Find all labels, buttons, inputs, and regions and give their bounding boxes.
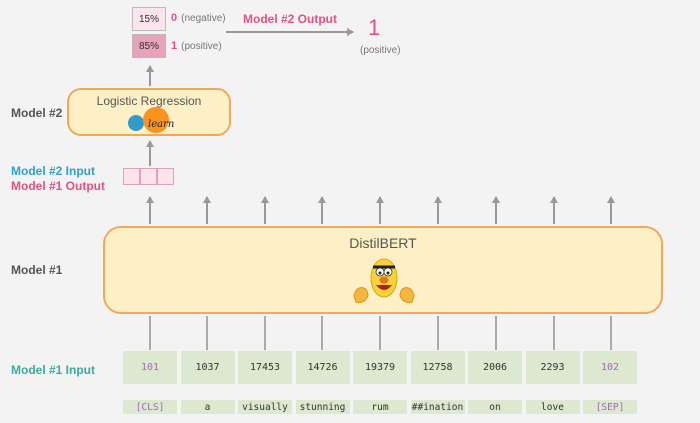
bert-output-arrows (146, 196, 615, 224)
token-word: stunning (295, 400, 350, 414)
token-id: 19379 (353, 351, 407, 384)
token-id-row: 101 1037 17453 14726 19379 12758 2006 22… (123, 351, 637, 384)
token-word: rum (353, 400, 407, 414)
embedding-vector (123, 168, 174, 185)
token-word: [SEP] (583, 400, 637, 414)
model1-label: Model #1 (11, 263, 63, 277)
positive-probability: 85% (132, 34, 166, 58)
model2-input-label: Model #2 Input (11, 164, 95, 178)
token-word: visually (238, 400, 292, 414)
model1-input-label: Model #1 Input (11, 363, 95, 377)
token-id: 17453 (238, 351, 292, 384)
vector-cell (140, 168, 157, 185)
bert-character-icon (353, 258, 415, 303)
token-id: 2006 (468, 351, 522, 384)
token-id: 101 (123, 351, 177, 384)
token-id: 12758 (410, 351, 465, 384)
final-prediction-label: (positive) (360, 45, 401, 56)
logistic-regression-title: Logistic Regression (96, 94, 202, 108)
token-word: [CLS] (123, 400, 177, 414)
model2-output-label: Model #2 Output (243, 12, 337, 26)
vector-cell (123, 168, 140, 185)
final-prediction-value: 1 (368, 15, 381, 40)
token-word: on (468, 400, 522, 414)
token-word: love (525, 400, 580, 414)
token-id: 1037 (180, 351, 235, 384)
positive-class: 1 (positive) (171, 40, 222, 52)
model2-label: Model #2 (11, 106, 63, 120)
positive-class-value: 1 (171, 40, 178, 52)
token-id: 102 (583, 351, 637, 384)
negative-probability: 15% (132, 7, 166, 31)
positive-class-label: (positive) (181, 41, 222, 52)
token-id: 2293 (525, 351, 580, 384)
token-input-lines (149, 316, 612, 350)
token-word: ##ination (410, 400, 465, 414)
sklearn-logo-icon: learn (128, 107, 174, 133)
vector-cell (157, 168, 174, 185)
sklearn-logo-text: learn (148, 119, 174, 130)
model1-output-label: Model #1 Output (11, 179, 105, 193)
token-word-row: [CLS] a visually stunning rum ##ination … (123, 400, 637, 414)
token-id: 14726 (295, 351, 350, 384)
negative-class-value: 0 (171, 12, 178, 24)
token-word: a (180, 400, 235, 414)
logistic-regression-box: Logistic Regression learn (67, 88, 231, 136)
distilbert-box: DistilBERT (103, 226, 663, 314)
negative-class: 0 (negative) (171, 12, 226, 24)
distilbert-title: DistilBERT (349, 235, 417, 251)
negative-class-label: (negative) (181, 13, 226, 24)
